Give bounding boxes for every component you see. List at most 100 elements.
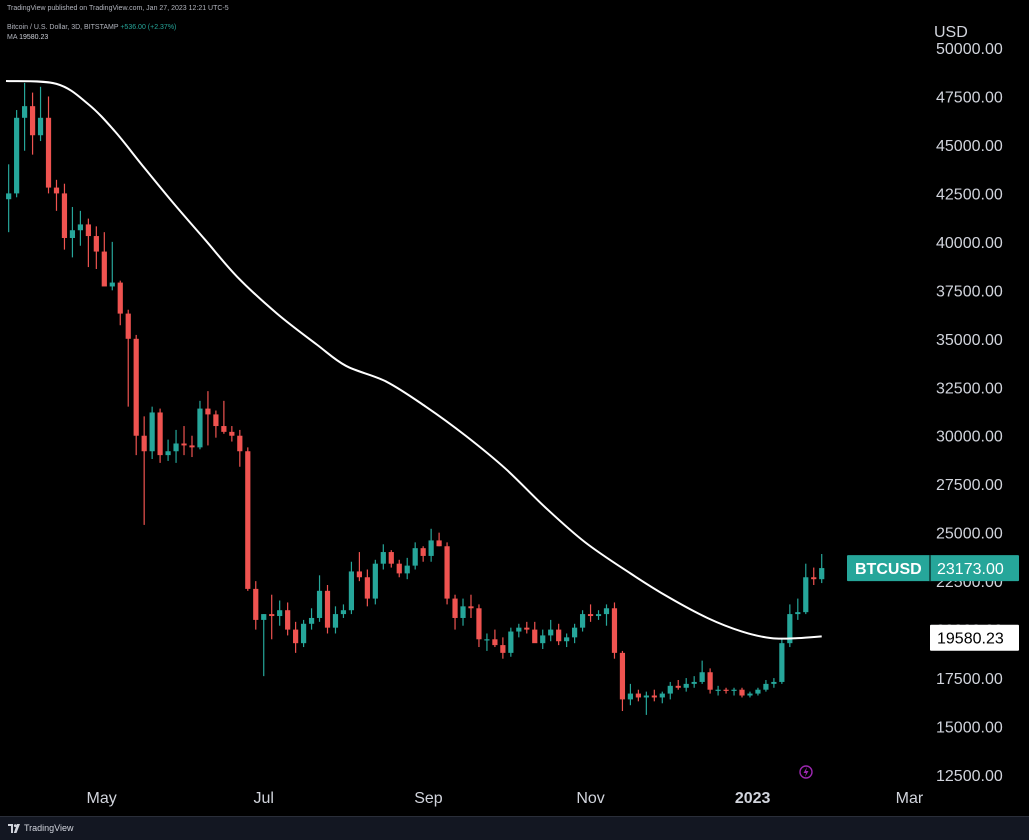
footer-brand[interactable]: TradingView: [24, 823, 74, 833]
candle: [548, 619, 554, 642]
candle: [396, 559, 402, 578]
candle: [181, 426, 187, 456]
candle: [173, 429, 179, 463]
candle: [6, 164, 12, 233]
candle-body: [300, 623, 307, 644]
candle-body: [795, 612, 801, 615]
candle: [787, 604, 793, 648]
candle-body: [37, 117, 44, 136]
time-axis[interactable]: May Jul Sep Nov 2023 Mar: [87, 790, 924, 807]
candle: [643, 691, 649, 715]
candle-body: [29, 106, 36, 136]
lightning-icon[interactable]: [799, 765, 813, 779]
candle: [101, 232, 107, 287]
symbol-info[interactable]: Bitcoin / U.S. Dollar, 3D, BITSTAMP +536…: [7, 23, 176, 32]
candle: [611, 602, 618, 659]
candle-body: [803, 577, 809, 613]
candle-body: [579, 614, 586, 628]
candle-body: [452, 598, 458, 618]
candle: [468, 594, 474, 618]
symbol-name: Bitcoin / U.S. Dollar, 3D, BITSTAMP: [7, 24, 119, 31]
candle-body: [293, 629, 299, 644]
candle-body: [181, 443, 187, 446]
candle-body: [779, 643, 785, 682]
candle: [540, 629, 546, 649]
candle-body: [492, 639, 498, 646]
candle: [245, 447, 251, 591]
candle: [715, 685, 721, 696]
candle: [221, 400, 227, 434]
candle-body: [763, 683, 769, 690]
candle-body: [508, 631, 514, 653]
candle: [619, 650, 626, 712]
candle-body: [556, 629, 562, 642]
candle-body: [811, 577, 817, 580]
candle: [444, 542, 450, 605]
candle-body: [659, 693, 665, 698]
candle: [747, 691, 753, 698]
candle-body: [340, 610, 347, 615]
candle: [524, 621, 530, 634]
candle: [293, 621, 299, 653]
candle: [771, 678, 777, 688]
candle: [308, 608, 315, 630]
candle: [452, 594, 458, 630]
candle-body: [755, 689, 761, 694]
price-tick-label: 12500.00: [936, 768, 1003, 785]
candle: [484, 633, 490, 651]
candle: [492, 629, 498, 648]
candle: [731, 687, 737, 696]
candle: [213, 410, 219, 438]
candle-body: [587, 614, 594, 617]
price-tick-label: 37500.00: [936, 283, 1003, 300]
candle: [587, 604, 594, 622]
candle: [603, 604, 610, 626]
currency-label: USD: [934, 24, 968, 41]
ma-legend[interactable]: MA 19580.23: [7, 33, 48, 42]
candle-body: [404, 565, 410, 574]
candle: [125, 309, 131, 407]
candle: [819, 553, 825, 584]
candle-body: [540, 635, 546, 644]
candle-body: [476, 608, 482, 640]
candle: [372, 559, 378, 605]
candle-body: [133, 338, 139, 436]
candle: [277, 600, 283, 626]
candle-body: [85, 224, 91, 237]
candle: [532, 621, 538, 644]
candle: [380, 544, 386, 570]
candle: [348, 561, 355, 615]
candle: [627, 683, 634, 706]
candle-body: [197, 408, 203, 448]
candle-body: [675, 685, 681, 688]
candle: [779, 639, 785, 684]
candle: [229, 426, 235, 442]
candle-body: [45, 117, 52, 188]
candle: [269, 594, 275, 640]
candle-body: [524, 627, 530, 630]
candle-body: [436, 540, 442, 547]
candle-body: [348, 571, 355, 611]
candle-body: [109, 282, 115, 287]
ma-label: MA: [7, 34, 18, 41]
price-tick-label: 40000.00: [936, 235, 1003, 252]
candle: [420, 546, 426, 562]
tradingview-logo-icon[interactable]: [8, 824, 22, 833]
footer-bar: TradingView: [0, 816, 1029, 840]
candle-body: [173, 443, 179, 452]
candle: [699, 660, 705, 684]
candle: [149, 406, 155, 459]
candle: [579, 610, 586, 632]
candle-body: [253, 588, 259, 620]
candle-body: [332, 614, 339, 628]
candle: [691, 676, 697, 688]
price-tick-label: 47500.00: [936, 89, 1003, 106]
candle-body: [731, 689, 737, 691]
candle-body: [229, 431, 235, 436]
candle-body: [715, 689, 721, 691]
candle-body: [484, 639, 490, 641]
ma-price-label: 19580.23: [930, 624, 1019, 651]
